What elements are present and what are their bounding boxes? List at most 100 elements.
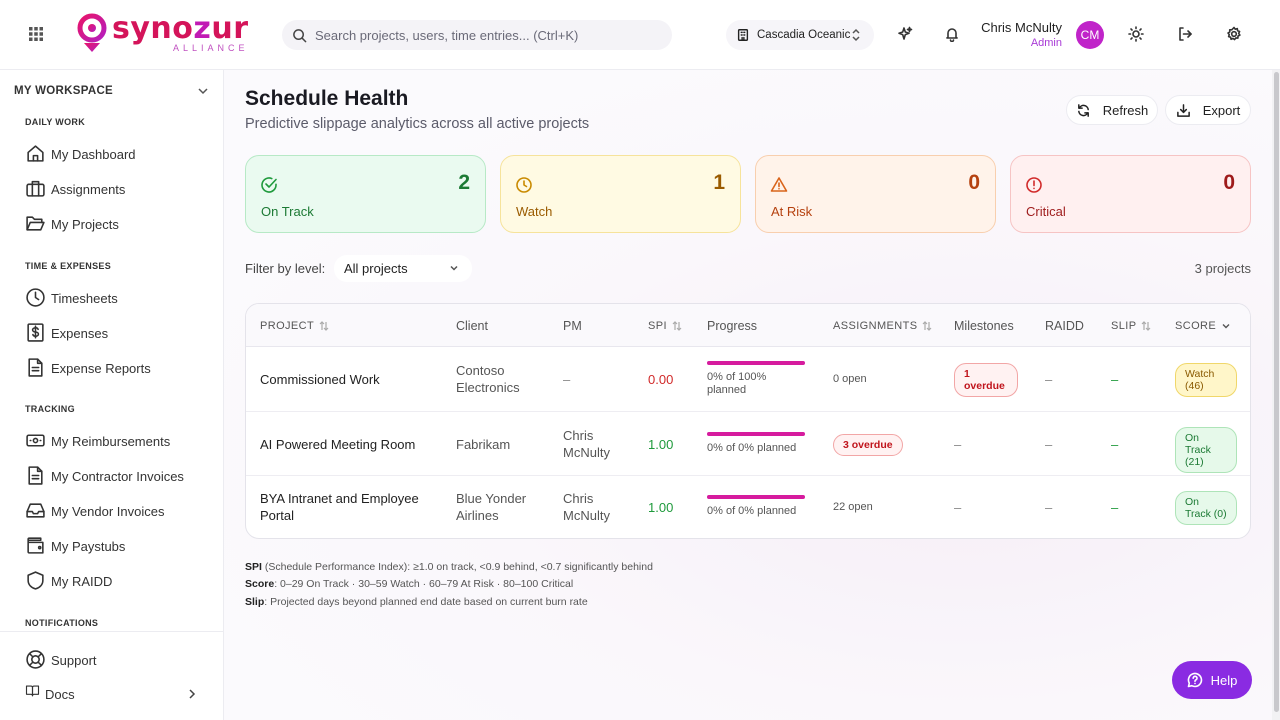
card-critical[interactable]: 0 Critical [1010,155,1251,233]
col-score[interactable]: SCORE [1175,320,1231,332]
page-subtitle: Predictive slippage analytics across all… [245,116,590,132]
export-button[interactable]: Export [1165,95,1251,125]
search-icon [292,28,307,43]
dollar-receipt-icon [25,322,47,344]
col-pm: PM [563,319,582,333]
sidebar-divider [0,631,223,632]
progress-bar [707,432,805,436]
sidebar-item-label: Support [51,652,97,668]
slip-value: – [1111,500,1119,515]
download-icon [1176,103,1191,118]
sparkles-icon[interactable] [897,26,915,44]
card-watch[interactable]: 1 Watch [500,155,741,233]
help-button[interactable]: Help [1172,661,1252,699]
chevron-down-icon[interactable] [196,84,210,98]
col-spi[interactable]: SPI [648,320,682,332]
refresh-icon [1076,103,1091,118]
scrollbar-thumb[interactable] [1274,72,1279,712]
workspace-title[interactable]: MY WORKSPACE [14,85,114,97]
top-header: synozur ALLIANCE Cascadia Oceanic Chris … [0,0,1280,70]
file-text-icon [25,357,47,379]
progress-text: 0% of 0% planned [707,505,797,517]
chevron-down-icon [1221,321,1231,331]
briefcase-icon [25,178,47,200]
sidebar-item-label: My Vendor Invoices [51,503,165,519]
milestones-value: – [954,437,962,452]
col-progress: Progress [707,319,758,333]
book-open-icon [25,683,41,705]
client-name: Blue Yonder Airlines [456,491,527,523]
card-at-risk[interactable]: 0 At Risk [755,155,996,233]
section-tracking: TRACKING [25,404,75,414]
sidebar-item-support[interactable]: Support [25,648,215,672]
progress-bar-fill [707,495,805,499]
score-badge: Watch (46) [1175,363,1237,397]
score-badge: On Track (21) [1175,427,1237,473]
sun-icon[interactable] [1128,26,1146,44]
card-label: Watch [516,204,553,219]
tenant-switcher[interactable]: Cascadia Oceanic [726,20,874,50]
raidd-value: – [1045,372,1053,387]
card-value: 0 [1223,171,1235,194]
help-circle-icon [1187,672,1203,688]
logo-subtitle: ALLIANCE [172,43,249,53]
logout-icon[interactable] [1177,26,1195,44]
card-on-track[interactable]: 2 On Track [245,155,486,233]
col-slip[interactable]: SLIP [1111,320,1151,332]
table-row[interactable]: BYA Intranet and Employee Portal Blue Yo… [246,476,1250,538]
sidebar-item-label: My Contractor Invoices [51,468,184,484]
sidebar-item-label: My Dashboard [51,146,136,162]
global-search[interactable] [282,20,672,50]
project-name[interactable]: AI Powered Meeting Room [260,437,416,452]
clock-icon [515,176,533,194]
project-name[interactable]: BYA Intranet and Employee Portal [260,491,419,523]
card-label: Critical [1026,204,1066,219]
sort-icon [1141,321,1151,331]
assignments-status: 0 open [833,373,867,385]
sidebar-item-raidd[interactable]: My RAIDD [25,569,215,593]
project-name[interactable]: Commissioned Work [260,372,380,387]
user-info[interactable]: Chris McNulty Admin [981,20,1062,49]
sidebar-item-vendor-invoices[interactable]: My Vendor Invoices [25,499,215,523]
help-label: Help [1210,672,1238,688]
col-assignments[interactable]: ASSIGNMENTS [833,320,932,332]
card-value: 0 [968,171,980,194]
search-input[interactable] [315,27,655,43]
table-header: PROJECT Client PM SPI Progress ASSIGNMEN… [246,304,1250,347]
wallet-icon [25,535,47,557]
sidebar-item-dashboard[interactable]: My Dashboard [25,142,215,166]
sidebar-item-contractor-invoices[interactable]: My Contractor Invoices [25,464,215,488]
spi-value: 0.00 [648,372,674,387]
sidebar-item-label: My Reimbursements [51,433,171,449]
progress-text: 0% of 100% planned [707,371,767,396]
chevron-right-icon[interactable] [186,687,198,701]
level-filter-select[interactable]: All projects [334,255,472,282]
sidebar-item-reimbursements[interactable]: My Reimbursements [25,429,215,453]
schedule-health-table: PROJECT Client PM SPI Progress ASSIGNMEN… [245,303,1251,539]
col-project[interactable]: PROJECT [260,320,329,332]
sidebar-item-docs[interactable]: Docs [25,682,215,706]
sidebar-item-paystubs[interactable]: My Paystubs [25,534,215,558]
sidebar-item-timesheets[interactable]: Timesheets [25,286,215,310]
sidebar-item-expenses[interactable]: Expenses [25,321,215,345]
app-launcher-icon[interactable] [28,26,46,44]
sidebar-item-assignments[interactable]: Assignments [25,177,215,201]
raidd-value: – [1045,500,1053,515]
card-label: On Track [261,204,314,219]
refresh-button[interactable]: Refresh [1066,95,1158,125]
sidebar-item-projects[interactable]: My Projects [25,212,215,236]
avatar[interactable]: CM [1076,21,1104,49]
sort-icon [922,321,932,331]
sidebar-item-label: Assignments [51,181,126,197]
banknote-icon [25,430,47,452]
table-row[interactable]: AI Powered Meeting Room Fabrikam Chris M… [246,412,1250,476]
bell-icon[interactable] [944,26,962,44]
sidebar-item-expense-reports[interactable]: Expense Reports [25,356,215,380]
table-row[interactable]: Commissioned Work Contoso Electronics – … [246,347,1250,412]
check-circle-icon [260,176,278,194]
gear-icon[interactable] [1226,26,1244,44]
file-invoice-icon [25,465,47,487]
synozur-logo[interactable]: synozur ALLIANCE [76,13,249,57]
chevron-down-icon [448,262,460,274]
score-badge: On Track (0) [1175,491,1237,525]
